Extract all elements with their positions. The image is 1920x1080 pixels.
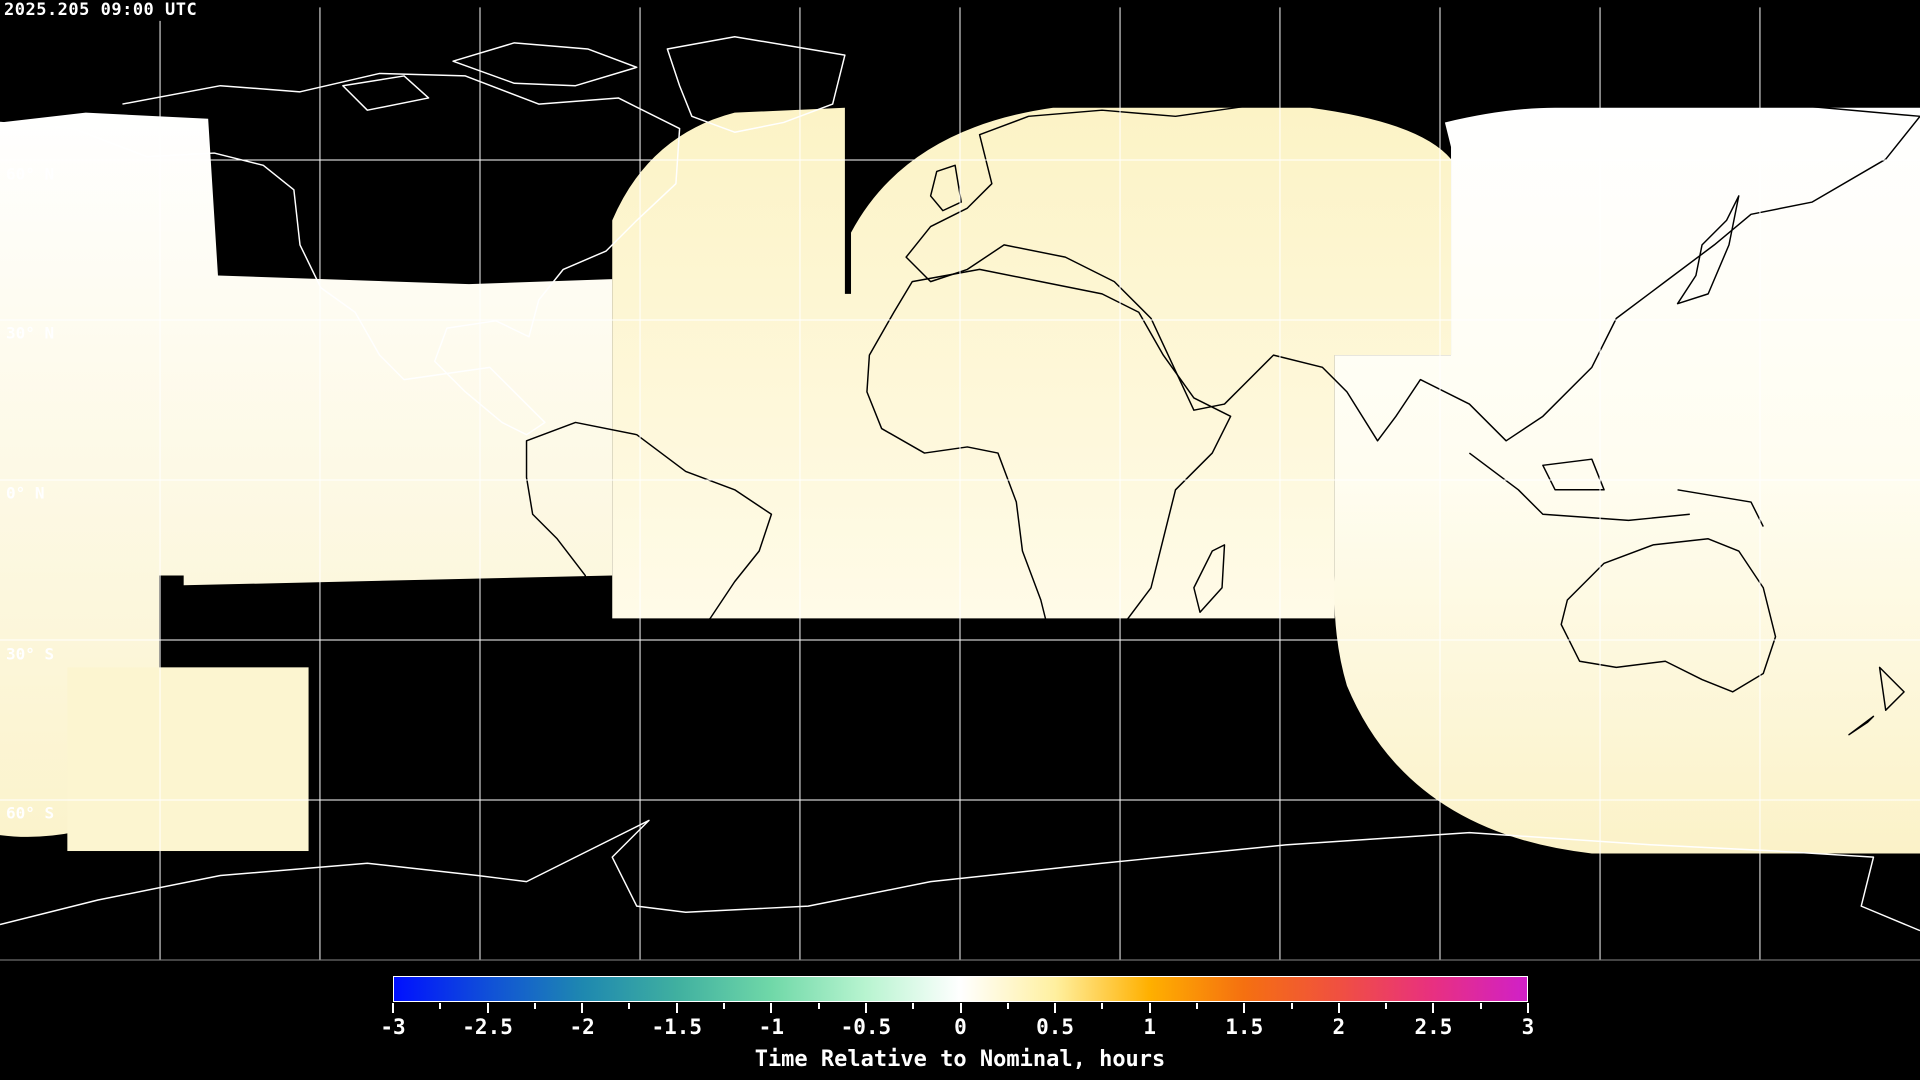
colorbar-tick	[770, 1003, 773, 1013]
colorbar-tick	[1432, 1003, 1435, 1013]
colorbar-label: Time Relative to Nominal, hours	[754, 1047, 1166, 1072]
coast-japan	[1676, 195, 1740, 305]
lat-label-60n: 60° N	[6, 164, 55, 184]
colorbar-tick	[1527, 1003, 1529, 1013]
colorbar-tick	[1101, 1003, 1104, 1009]
colorbar-tick	[912, 1003, 915, 1009]
colorbar-tick-label: 3	[1521, 1015, 1535, 1039]
colorbar-tick	[864, 1003, 867, 1013]
colorbar-tick-label: 1.5	[1225, 1015, 1264, 1039]
coast-north-america	[0, 72, 681, 436]
colorbar-tick-label: -1	[758, 1015, 784, 1039]
colorbar-tick	[675, 1003, 678, 1013]
colorbar-tick	[392, 1003, 394, 1013]
coast-new-zealand	[1848, 666, 1905, 736]
colorbar-tick	[1148, 1003, 1151, 1013]
colorbar-tick	[1479, 1003, 1482, 1009]
colorbar-tick	[959, 1003, 962, 1013]
colorbar-tick	[1385, 1003, 1388, 1009]
coast-australia	[1560, 538, 1777, 693]
colorbar-tick	[1006, 1003, 1009, 1009]
colorbar-tick-label: 2.5	[1414, 1015, 1453, 1039]
coastlines	[0, 36, 1920, 932]
colorbar-tick	[1337, 1003, 1340, 1013]
colorbar-tick	[1195, 1003, 1198, 1009]
colorbar-tick	[439, 1003, 442, 1009]
colorbar-tick	[1290, 1003, 1293, 1009]
coverage-east	[1334, 107, 1920, 854]
colorbar-tick-label: -2.5	[462, 1015, 513, 1039]
colorbar-tick	[533, 1003, 536, 1009]
coast-greenland	[666, 36, 846, 133]
colorbar-tick-label: 2	[1332, 1015, 1346, 1039]
lat-label-30s: 30° S	[6, 644, 55, 664]
coast-uk	[929, 164, 962, 212]
colorbar-tick	[1054, 1003, 1057, 1013]
lat-label-30n: 30° N	[6, 323, 55, 343]
coverage-atlantic-europe	[612, 107, 1452, 619]
colorbar	[393, 976, 1528, 1002]
colorbar-tick	[1243, 1003, 1246, 1013]
coast-indonesia	[1468, 452, 1764, 527]
colorbar-tick-label: -0.5	[840, 1015, 892, 1039]
lat-label-60s: 60° S	[6, 803, 55, 823]
colorbar-tick-label: 1	[1143, 1015, 1156, 1039]
coast-madagascar	[1193, 544, 1226, 613]
colorbar-tick-label: -2	[569, 1015, 595, 1039]
colorbar-tick-label: 0.5	[1036, 1015, 1075, 1039]
graticule	[0, 7, 1920, 961]
coast-africa	[866, 268, 1232, 662]
coverage-west	[0, 112, 613, 852]
coast-antarctica	[0, 819, 1920, 932]
colorbar-tick	[581, 1003, 584, 1013]
coast-arctic-islands	[342, 42, 638, 111]
coast-south-america	[525, 421, 773, 773]
colorbar-tick	[486, 1003, 489, 1013]
timestamp-label: 2025.205 09:00 UTC	[4, 0, 198, 20]
colorbar-tick	[723, 1003, 726, 1009]
coast-eurasia	[905, 84, 1920, 442]
colorbar-tick	[628, 1003, 631, 1009]
lat-label-0n: 0° N	[6, 483, 45, 503]
colorbar-tick-label: 0	[954, 1015, 967, 1039]
colorbar-tick-label: -1.5	[651, 1015, 703, 1039]
colorbar-tick-label: -3	[380, 1015, 406, 1039]
colorbar-tick	[817, 1003, 820, 1009]
